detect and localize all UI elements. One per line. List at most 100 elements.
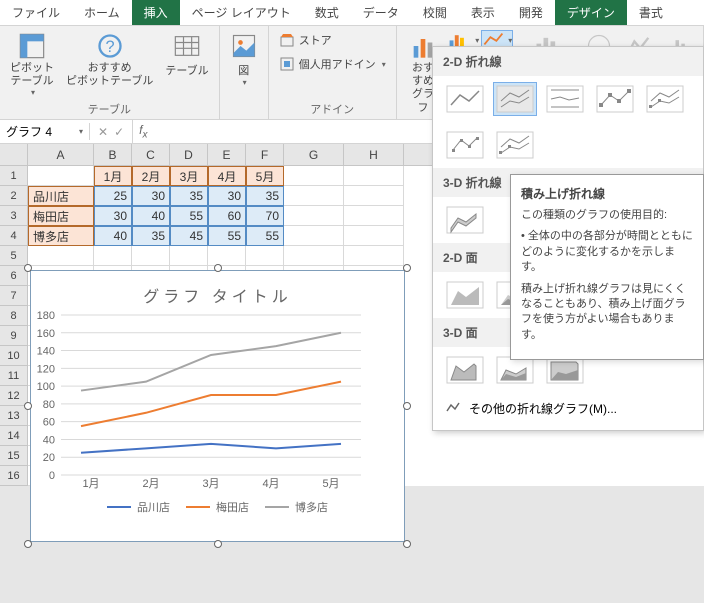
chart-type-line-markers[interactable]	[593, 82, 637, 116]
cell[interactable]: 60	[208, 206, 246, 226]
cell[interactable]: 40	[94, 226, 132, 246]
cell[interactable]: 55	[170, 206, 208, 226]
cell[interactable]	[246, 246, 284, 266]
row-header[interactable]: 2	[0, 186, 28, 206]
cancel-icon[interactable]: ✕	[98, 125, 108, 139]
chart-legend[interactable]: 品川店梅田店博多店	[31, 491, 404, 523]
cell[interactable]	[344, 206, 404, 226]
row-header[interactable]: 7	[0, 286, 28, 306]
cell[interactable]	[28, 246, 94, 266]
row-header[interactable]: 3	[0, 206, 28, 226]
cell[interactable]: 品川店	[28, 186, 94, 206]
row-header[interactable]: 15	[0, 446, 28, 466]
cell[interactable]: 35	[246, 186, 284, 206]
chart-type-3d-line[interactable]	[443, 203, 487, 237]
chart-type-100-stacked-line[interactable]	[543, 82, 587, 116]
chart-type-3d-area[interactable]	[443, 353, 487, 387]
col-header[interactable]: A	[28, 144, 94, 166]
chart-type-stacked-markers[interactable]	[493, 128, 537, 162]
col-header[interactable]: E	[208, 144, 246, 166]
tab-dev[interactable]: 開発	[507, 0, 555, 25]
cell[interactable]: 30	[94, 206, 132, 226]
tab-layout[interactable]: ページ レイアウト	[180, 0, 303, 25]
confirm-icon[interactable]: ✓	[114, 125, 124, 139]
cell[interactable]: 35	[132, 226, 170, 246]
cell[interactable]	[344, 166, 404, 186]
tab-home[interactable]: ホーム	[72, 0, 132, 25]
row-header[interactable]: 6	[0, 266, 28, 286]
illust-button[interactable]: 図▾	[226, 30, 262, 89]
cell[interactable]	[284, 206, 344, 226]
row-header[interactable]: 4	[0, 226, 28, 246]
table-button[interactable]: テーブル	[161, 30, 212, 80]
row-header[interactable]: 13	[0, 406, 28, 426]
tab-formulas[interactable]: 数式	[303, 0, 351, 25]
cell[interactable]: 25	[94, 186, 132, 206]
cell[interactable]: 55	[208, 226, 246, 246]
chart-type-area[interactable]	[443, 278, 487, 312]
tab-file[interactable]: ファイル	[0, 0, 72, 25]
chart-title[interactable]: グラフ タイトル	[31, 271, 404, 315]
tab-design[interactable]: デザイン	[555, 0, 627, 25]
row-header[interactable]: 1	[0, 166, 28, 186]
tab-review[interactable]: 校閲	[411, 0, 459, 25]
cell[interactable]: 35	[170, 186, 208, 206]
select-all-corner[interactable]	[0, 144, 28, 166]
cell[interactable]	[284, 166, 344, 186]
store-button[interactable]: ストア	[275, 30, 336, 50]
cell[interactable]	[344, 226, 404, 246]
fx-icon[interactable]: fx	[133, 123, 153, 140]
row-header[interactable]: 14	[0, 426, 28, 446]
cell[interactable]	[94, 246, 132, 266]
row-header[interactable]: 9	[0, 326, 28, 346]
col-header[interactable]: B	[94, 144, 132, 166]
cell[interactable]	[132, 246, 170, 266]
cell[interactable]: 55	[246, 226, 284, 246]
chart-type-line[interactable]	[443, 82, 487, 116]
col-header[interactable]: D	[170, 144, 208, 166]
cell[interactable]: 博多店	[28, 226, 94, 246]
cell[interactable]: 3月	[170, 166, 208, 186]
col-header[interactable]: C	[132, 144, 170, 166]
cell[interactable]	[170, 246, 208, 266]
rec-pivot-button[interactable]: ? おすすめ ピボットテーブル	[62, 30, 157, 90]
name-box[interactable]: グラフ 4▾	[0, 123, 90, 140]
cell[interactable]: 2月	[132, 166, 170, 186]
tab-format[interactable]: 書式	[627, 0, 675, 25]
cell[interactable]: 45	[170, 226, 208, 246]
cell[interactable]: 4月	[208, 166, 246, 186]
col-header[interactable]: G	[284, 144, 344, 166]
cell[interactable]	[208, 246, 246, 266]
embedded-chart[interactable]: グラフ タイトル 020406080100120140160180 1月2月3月…	[30, 270, 405, 542]
row-header[interactable]: 8	[0, 306, 28, 326]
cell[interactable]: 40	[132, 206, 170, 226]
row-header[interactable]: 11	[0, 366, 28, 386]
tab-view[interactable]: 表示	[459, 0, 507, 25]
row-header[interactable]: 12	[0, 386, 28, 406]
cell[interactable]	[344, 246, 404, 266]
row-header[interactable]: 5	[0, 246, 28, 266]
cell[interactable]: 30	[208, 186, 246, 206]
col-header[interactable]: F	[246, 144, 284, 166]
cell[interactable]: 1月	[94, 166, 132, 186]
cell[interactable]: 70	[246, 206, 284, 226]
chart-plot-area[interactable]: 020406080100120140160180	[61, 315, 391, 475]
chart-type-markers-only[interactable]	[443, 128, 487, 162]
tab-data[interactable]: データ	[351, 0, 411, 25]
cell[interactable]	[284, 226, 344, 246]
col-header[interactable]: H	[344, 144, 404, 166]
cell[interactable]: 30	[132, 186, 170, 206]
pivot-table-button[interactable]: ピボット テーブル▾	[6, 30, 58, 99]
cell[interactable]	[28, 166, 94, 186]
cell[interactable]: 梅田店	[28, 206, 94, 226]
row-header[interactable]: 16	[0, 466, 28, 486]
cell[interactable]	[284, 246, 344, 266]
chart-type-stacked-line[interactable]	[493, 82, 537, 116]
chart-type-stacked-markers[interactable]	[643, 82, 687, 116]
cell[interactable]: 5月	[246, 166, 284, 186]
legend-item[interactable]: 品川店	[107, 499, 170, 515]
cell[interactable]	[284, 186, 344, 206]
myaddins-button[interactable]: 個人用アドイン▾	[275, 54, 390, 74]
cell[interactable]	[344, 186, 404, 206]
more-line-charts[interactable]: その他の折れ線グラフ(M)...	[433, 393, 703, 424]
